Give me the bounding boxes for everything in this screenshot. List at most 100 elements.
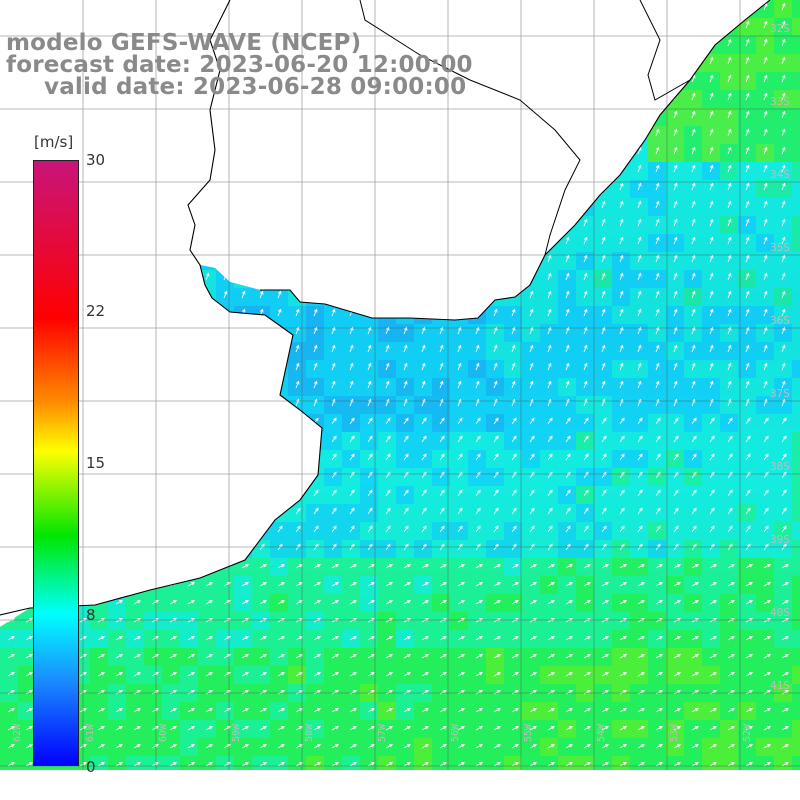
wind-arrow [97,525,103,533]
wind-arrow [25,708,33,713]
wind-arrow [295,128,300,137]
wind-arrow [295,236,300,245]
wind-arrow [385,453,391,461]
wind-arrow [331,20,336,29]
wind-arrow [367,200,372,209]
wind-arrow [763,453,769,461]
wind-arrow [493,744,501,749]
wind-arrow [115,453,121,461]
wind-arrow [133,362,138,371]
wind-arrow [673,146,678,155]
wind-arrow [187,654,195,659]
wind-arrow [601,417,607,425]
wind-arrow [151,489,157,497]
wind-arrow [565,582,573,587]
wind-arrow [25,600,33,605]
wind-arrow [457,2,462,11]
wind-arrow [115,272,120,281]
wind-arrow [205,254,210,263]
wind-arrow [25,417,31,425]
wind-arrow [385,290,390,299]
wind-arrow [241,726,249,731]
wind-arrow [349,762,357,767]
wind-arrow [313,164,318,173]
wind-arrow [259,525,265,533]
wind-arrow [529,564,537,569]
wind-arrow [223,525,229,533]
wind-arrow [727,690,735,695]
wind-arrow [547,200,552,209]
wind-arrow [331,110,336,119]
wind-arrow [691,128,696,137]
wind-arrow [763,344,768,353]
wind-arrow [619,582,627,587]
wind-arrow [637,164,642,173]
wind-arrow [727,20,732,29]
wind-arrow [277,128,282,137]
wind-arrow [259,146,264,155]
wind-arrow [565,200,570,209]
wind-arrow [7,218,12,227]
wind-arrow [529,38,534,47]
wind-arrow [7,744,15,749]
wind-arrow [619,290,624,299]
wind-arrow [673,507,679,515]
wind-arrow [475,582,483,587]
wind-arrow [691,489,697,497]
wind-arrow [619,218,624,227]
wind-arrow [403,435,409,443]
wind-arrow [169,200,174,209]
wind-arrow [349,200,354,209]
wind-arrow [187,708,195,713]
wind-arrow [187,362,192,371]
wind-arrow [331,453,337,461]
wind-arrow [241,200,246,209]
wind-arrow [763,128,768,137]
wind-arrow [565,2,570,11]
wind-arrow [457,272,462,281]
wind-arrow [367,435,373,443]
wind-arrow [781,344,786,353]
wind-arrow [763,636,771,641]
wind-arrow [709,164,714,173]
wind-arrow [601,182,606,191]
wind-arrow [727,146,732,155]
wind-arrow [115,380,120,389]
wind-arrow [115,164,120,173]
forecast-date: forecast date: 2023-06-20 12:00:00 [6,52,473,78]
wind-arrow [331,146,336,155]
wind-arrow [655,654,663,659]
wind-arrow [97,254,102,263]
wind-arrow [547,146,552,155]
wind-arrow [601,92,606,101]
wind-arrow [493,128,498,137]
wind-arrow [169,507,175,515]
wind-arrow [727,507,733,515]
wind-arrow [457,182,462,191]
wind-arrow [781,362,786,371]
wind-arrow [205,507,211,515]
wind-arrow [655,417,661,425]
wind-arrow [493,2,498,11]
wind-arrow [133,20,138,29]
wind-arrow [205,272,210,281]
wind-arrow [259,708,267,713]
wind-arrow [7,254,12,263]
wind-arrow [745,74,750,83]
wind-arrow [565,92,570,101]
wind-arrow [781,236,786,245]
wind-arrow [403,636,411,641]
wind-arrow [367,417,373,425]
wind-arrow [457,344,462,353]
wind-arrow [205,600,213,605]
wind-arrow [763,744,771,749]
wind-arrow [313,453,319,461]
wind-arrow [241,20,246,29]
colorbar-tick-8: 8 [86,606,96,624]
wind-arrow [133,254,138,263]
wind-arrow [475,507,481,515]
wind-arrow [169,146,174,155]
wind-arrow [349,690,357,695]
wind-arrow [403,128,408,137]
wind-arrow [259,344,264,353]
